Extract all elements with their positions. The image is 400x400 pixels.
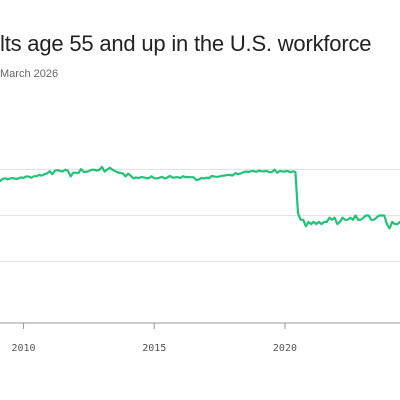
x-tick-label-2010: 2010 [11,343,35,354]
x-axis-ticks [23,323,286,329]
series-line [0,165,400,230]
chart-subtitle: March 2026 [0,68,59,80]
x-tick-label-2015: 2015 [142,343,166,354]
gridlines [0,168,400,263]
x-tick-label-2020: 2020 [273,343,297,354]
chart-title: lts age 55 and up in the U.S. workforce [0,31,372,56]
x-axis-tick-labels: 2010 2015 2020 [11,343,297,354]
